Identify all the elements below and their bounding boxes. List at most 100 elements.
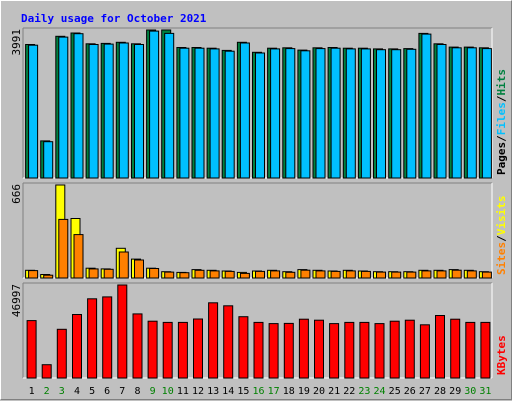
bar-sites-day-29 — [451, 269, 462, 279]
bar-files-day-29 — [451, 47, 462, 179]
bar-kbytes-day-30 — [465, 321, 476, 379]
panel-kbytes: 46997 KBytes — [10, 282, 508, 379]
x-axis-labels: 1 2 3 4 5 6 7 8 9 10 11 12 13 14 15 16 17 18 19 20 21 22 23 24 2… — [29, 386, 492, 397]
x-tick-label-day-25: 25 — [389, 386, 401, 397]
bar-sites-day-6 — [103, 268, 114, 279]
bar-files-day-10 — [164, 32, 175, 179]
bar-sites-day-4 — [73, 234, 84, 279]
y-series-label: KBytes — [495, 335, 508, 375]
bar-files-day-12 — [194, 47, 205, 179]
bar-kbytes-day-10 — [162, 321, 173, 379]
bar-kbytes-day-21 — [329, 323, 340, 379]
series-label-separator: / — [495, 95, 508, 102]
chart-panels: 3991Pages/Files/Hits666Sites/Visits46997… — [10, 27, 508, 379]
x-tick-label-day-3: 3 — [59, 386, 65, 397]
bar-kbytes-day-11 — [177, 321, 188, 379]
bar-kbytes-day-28 — [435, 315, 445, 379]
bar-files-day-15 — [239, 42, 250, 179]
series-label-visits: Visits — [495, 196, 508, 236]
x-tick-label-day-11: 11 — [177, 386, 189, 397]
bar-files-day-18 — [285, 48, 296, 179]
y-max-label: 46997 — [10, 284, 23, 317]
bar-files-day-2 — [43, 141, 54, 179]
bar-kbytes-day-31 — [480, 321, 491, 379]
series-label-separator: / — [495, 135, 508, 142]
bar-sites-day-12 — [194, 269, 205, 279]
x-tick-label-day-30: 30 — [464, 386, 476, 397]
bar-files-day-26 — [406, 48, 417, 179]
bar-sites-day-27 — [421, 270, 432, 279]
bar-files-day-23 — [360, 48, 371, 179]
bar-sites-day-1 — [28, 270, 39, 279]
bar-sites-day-7 — [118, 251, 129, 279]
bar-sites-day-3 — [58, 218, 69, 279]
bar-sites-day-5 — [88, 268, 99, 279]
bar-files-day-19 — [300, 50, 311, 179]
series-label-pages: Pages — [495, 142, 508, 175]
bar-kbytes-day-29 — [450, 318, 461, 379]
series-label-sites: Sites — [495, 242, 508, 275]
y-series-label: Sites/Visits — [495, 196, 508, 276]
bar-sites-day-19 — [300, 269, 311, 279]
bar-sites-day-8 — [134, 259, 144, 279]
bar-files-day-28 — [436, 44, 447, 179]
bar-sites-day-16 — [255, 270, 265, 279]
bar-files-day-5 — [88, 44, 99, 179]
bar-files-day-13 — [209, 48, 220, 179]
bar-sites-day-14 — [224, 270, 235, 279]
x-tick-label-day-13: 13 — [207, 386, 219, 397]
bar-files-day-7 — [118, 42, 129, 179]
bar-kbytes-day-7 — [117, 284, 128, 379]
bar-sites-day-15 — [239, 272, 250, 279]
x-tick-label-day-6: 6 — [104, 386, 110, 397]
bar-kbytes-day-2 — [41, 364, 52, 379]
series-label-hits: Hits — [495, 69, 508, 96]
bar-kbytes-day-23 — [359, 321, 370, 379]
bar-sites-day-21 — [330, 270, 341, 279]
x-tick-label-day-23: 23 — [358, 386, 370, 397]
x-tick-label-day-4: 4 — [74, 386, 80, 397]
bar-files-day-17 — [270, 48, 281, 179]
x-tick-label-day-20: 20 — [313, 386, 325, 397]
bar-files-day-22 — [345, 48, 356, 179]
bar-kbytes-day-15 — [238, 316, 249, 379]
bar-sites-day-22 — [345, 270, 356, 279]
bar-sites-day-18 — [285, 271, 296, 279]
bar-files-day-24 — [376, 49, 386, 179]
bar-kbytes-day-1 — [26, 320, 37, 379]
bar-kbytes-day-4 — [72, 314, 82, 379]
bar-sites-day-11 — [179, 272, 190, 279]
x-tick-label-day-17: 17 — [268, 386, 280, 397]
bar-sites-day-24 — [376, 271, 386, 279]
bar-files-day-9 — [149, 30, 160, 179]
bar-kbytes-day-25 — [389, 320, 400, 379]
bar-kbytes-day-16 — [253, 321, 264, 379]
bar-files-day-1 — [28, 44, 39, 179]
bar-kbytes-day-22 — [344, 321, 355, 379]
x-tick-label-day-29: 29 — [449, 386, 461, 397]
x-tick-label-day-12: 12 — [192, 386, 204, 397]
y-max-label: 666 — [10, 184, 23, 204]
x-tick-label-day-16: 16 — [252, 386, 264, 397]
y-series-label: Pages/Files/Hits — [495, 69, 508, 175]
bar-sites-day-13 — [209, 270, 220, 279]
bar-files-day-3 — [58, 36, 69, 179]
bar-kbytes-day-19 — [298, 318, 309, 379]
bar-sites-day-17 — [270, 270, 281, 279]
x-tick-label-day-9: 9 — [150, 386, 156, 397]
x-tick-label-day-31: 31 — [479, 386, 491, 397]
bar-files-day-4 — [73, 33, 84, 179]
bar-kbytes-day-26 — [404, 319, 415, 379]
bar-kbytes-day-20 — [314, 319, 324, 379]
x-tick-label-day-2: 2 — [44, 386, 50, 397]
x-tick-label-day-28: 28 — [434, 386, 446, 397]
x-tick-label-day-14: 14 — [222, 386, 234, 397]
bar-kbytes-day-24 — [374, 323, 385, 379]
bar-files-day-25 — [391, 49, 402, 179]
bar-files-day-30 — [466, 47, 477, 179]
bar-files-day-31 — [481, 48, 492, 179]
bar-kbytes-day-14 — [223, 305, 234, 379]
bar-sites-day-30 — [466, 270, 477, 279]
bar-sites-day-9 — [149, 268, 160, 279]
